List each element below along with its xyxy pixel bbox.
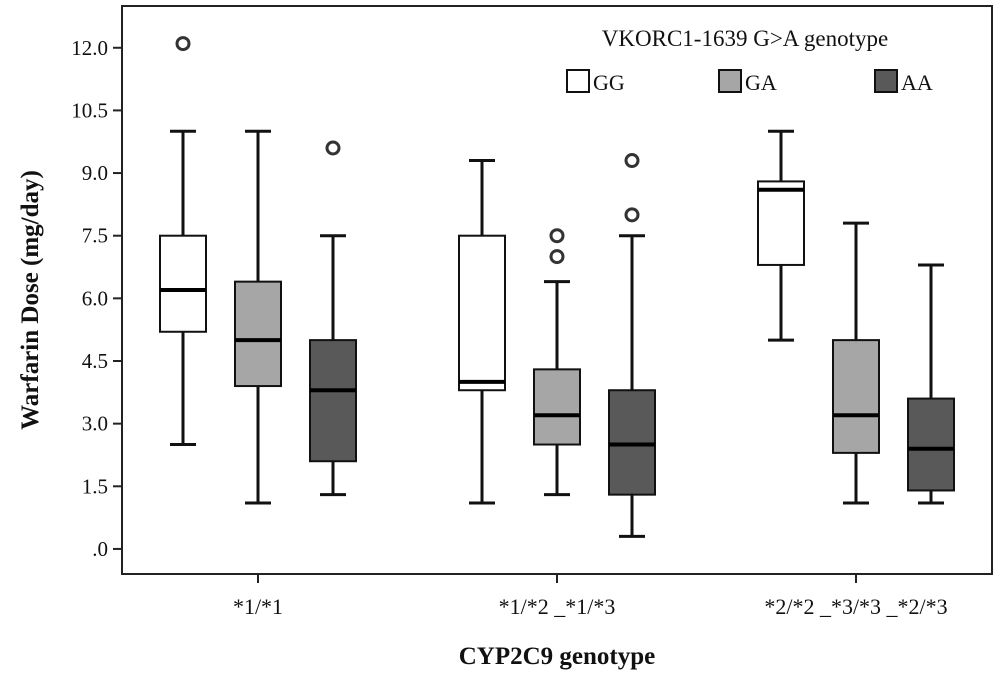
y-axis: .0 1.5 3.0 4.5 6.0 7.5 9.0 10.5 12.0 bbox=[71, 36, 122, 561]
box-iqr bbox=[757, 180, 805, 266]
box-iqr bbox=[458, 234, 506, 392]
box-ga-3 bbox=[832, 221, 880, 505]
outlier-point bbox=[624, 207, 640, 223]
y-tick-label: 3.0 bbox=[82, 412, 108, 436]
box-gg-2 bbox=[458, 159, 506, 505]
legend-label: GG bbox=[593, 70, 625, 95]
box-iqr bbox=[234, 280, 282, 388]
y-tick-label: 10.5 bbox=[71, 98, 108, 122]
legend-label: GA bbox=[745, 70, 777, 95]
box-iqr bbox=[832, 339, 880, 454]
y-axis-title: Warfarin Dose (mg/day) bbox=[17, 170, 44, 430]
box-iqr bbox=[159, 234, 207, 333]
outlier-point bbox=[175, 36, 191, 52]
x-tick-label: *1/*1 bbox=[233, 594, 283, 619]
legend-item-ga: GA bbox=[718, 69, 777, 95]
box-aa-1 bbox=[309, 140, 357, 497]
box-gg-1 bbox=[159, 36, 207, 447]
y-tick-label: .0 bbox=[92, 537, 108, 561]
legend-item-gg: GG bbox=[566, 69, 625, 95]
box-gg-3 bbox=[757, 129, 805, 342]
box-aa-2 bbox=[608, 153, 656, 538]
y-tick-label: 6.0 bbox=[82, 286, 108, 310]
y-tick-label: 4.5 bbox=[82, 349, 108, 373]
box-ga-2 bbox=[533, 228, 581, 497]
y-tick-label: 12.0 bbox=[71, 36, 108, 60]
x-tick-label: *2/*2 _*3/*3 _*2/*3 bbox=[764, 594, 947, 619]
y-tick-label: 7.5 bbox=[82, 224, 108, 248]
x-tick-label: *1/*2 _*1/*3 bbox=[499, 594, 616, 619]
outlier-point bbox=[549, 249, 565, 265]
legend-swatch bbox=[566, 69, 590, 93]
legend-label: AA bbox=[901, 70, 933, 95]
y-tick-label: 9.0 bbox=[82, 161, 108, 185]
legend-swatch bbox=[718, 69, 742, 93]
legend-swatch bbox=[874, 69, 898, 93]
legend-title: VKORC1-1639 G>A genotype bbox=[602, 26, 888, 51]
outlier-point bbox=[325, 140, 341, 156]
outlier-point bbox=[549, 228, 565, 244]
outlier-point bbox=[624, 153, 640, 169]
box-ga-1 bbox=[234, 129, 282, 505]
x-axis-title: CYP2C9 genotype bbox=[459, 643, 656, 670]
y-tick-label: 1.5 bbox=[82, 474, 108, 498]
box-iqr bbox=[907, 397, 955, 492]
legend: VKORC1-1639 G>A genotype GG GA AA bbox=[566, 26, 933, 95]
x-axis: *1/*1 *1/*2 _*1/*3 *2/*2 _*3/*3 _*2/*3 bbox=[233, 574, 948, 619]
box-series bbox=[159, 36, 955, 538]
box-iqr bbox=[533, 368, 581, 446]
box-aa-3 bbox=[907, 263, 955, 505]
legend-item-aa: AA bbox=[874, 69, 933, 95]
box-iqr bbox=[608, 389, 656, 496]
box-iqr bbox=[309, 339, 357, 463]
